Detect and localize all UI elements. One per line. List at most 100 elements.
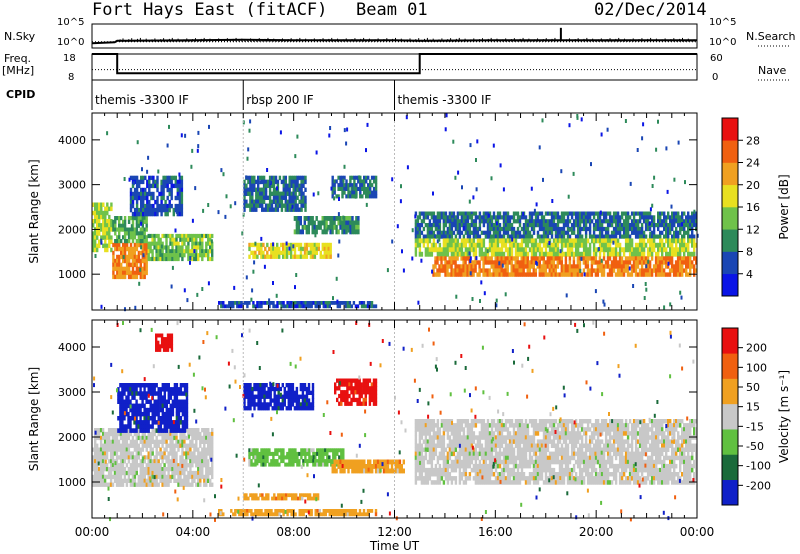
- data-cell: [664, 264, 668, 269]
- data-cell: [522, 256, 525, 261]
- speckle-cell: [606, 127, 609, 132]
- data-cell: [544, 260, 547, 265]
- data-cell: [166, 347, 170, 352]
- data-cell: [339, 179, 342, 184]
- data-cell: [105, 451, 109, 456]
- data-cell: [514, 238, 518, 244]
- data-cell: [486, 226, 490, 232]
- data-cell: [566, 264, 570, 269]
- data-cell: [462, 219, 466, 224]
- speckle-cell: [437, 225, 440, 230]
- data-cell: [502, 219, 506, 224]
- speckle-cell: [396, 224, 399, 229]
- data-cell: [693, 247, 696, 253]
- data-cell: [542, 219, 546, 224]
- data-cell: [568, 238, 572, 244]
- data-cell: [506, 230, 510, 235]
- data-cell: [173, 463, 176, 468]
- data-cell: [121, 463, 125, 468]
- data-cell: [454, 251, 458, 257]
- data-cell: [428, 247, 432, 253]
- data-cell: [600, 272, 604, 277]
- data-cell: [679, 238, 682, 244]
- data-cell: [149, 387, 152, 392]
- data-cell: [155, 455, 158, 460]
- data-cell: [462, 256, 465, 261]
- data-cell: [259, 191, 262, 196]
- data-cell: [687, 223, 690, 228]
- data-cell: [139, 447, 142, 452]
- data-cell: [149, 439, 152, 444]
- data-cell: [293, 254, 297, 259]
- data-cell: [211, 474, 214, 480]
- data-cell: [104, 223, 107, 228]
- data-cell: [125, 254, 129, 260]
- data-cell: [183, 241, 186, 246]
- data-cell: [143, 395, 146, 400]
- data-cell: [365, 190, 368, 195]
- data-cell: [446, 247, 450, 253]
- speckle-cell: [332, 296, 334, 301]
- data-cell: [117, 467, 121, 472]
- data-cell: [118, 227, 121, 232]
- data-cell: [606, 234, 610, 239]
- data-cell: [560, 256, 563, 261]
- data-cell: [344, 301, 348, 305]
- data-cell: [685, 256, 688, 261]
- data-cell: [614, 251, 618, 257]
- data-cell: [104, 243, 107, 249]
- speckle-cell: [194, 186, 197, 191]
- data-cell: [510, 256, 513, 261]
- data-cell: [201, 447, 204, 452]
- data-cell: [532, 219, 536, 224]
- data-cell: [143, 428, 146, 433]
- data-cell: [170, 344, 174, 349]
- data-cell: [299, 254, 303, 259]
- data-cell: [588, 247, 592, 253]
- data-cell: [163, 245, 166, 250]
- data-cell: [572, 256, 576, 261]
- speckle-cell: [183, 288, 186, 293]
- data-cell: [325, 246, 328, 252]
- data-cell: [372, 194, 376, 199]
- data-cell: [135, 219, 139, 224]
- data-cell: [304, 187, 307, 192]
- data-cell: [163, 233, 166, 239]
- data-cell: [211, 439, 214, 444]
- data-cell: [133, 235, 137, 240]
- data-cell: [588, 223, 592, 228]
- data-cell: [305, 242, 309, 248]
- data-cell: [315, 246, 318, 252]
- data-cell: [195, 428, 198, 433]
- data-cell: [175, 455, 178, 460]
- data-cell: [592, 242, 596, 248]
- data-cell: [151, 391, 154, 396]
- data-cell: [313, 224, 316, 230]
- data-cell: [185, 459, 188, 464]
- data-cell: [311, 242, 315, 248]
- data-cell: [626, 268, 630, 273]
- data-cell: [226, 304, 229, 309]
- data-cell: [157, 443, 160, 448]
- data-cell: [646, 238, 650, 244]
- data-cell: [127, 443, 131, 448]
- data-cell: [458, 264, 461, 269]
- data-cell: [311, 254, 315, 259]
- data-cell: [339, 183, 342, 188]
- data-cell: [118, 270, 121, 276]
- data-cell: [183, 249, 186, 254]
- data-cell: [369, 186, 372, 191]
- data-cell: [261, 203, 264, 208]
- data-cell: [464, 251, 468, 257]
- data-cell: [115, 443, 119, 448]
- data-cell: [203, 451, 206, 456]
- data-cell: [602, 215, 606, 220]
- data-cell: [506, 223, 510, 228]
- data-cell: [165, 387, 168, 392]
- data-cell: [143, 235, 146, 240]
- data-cell: [460, 251, 464, 257]
- data-cell: [165, 435, 168, 441]
- speckle-cell: [636, 148, 639, 152]
- data-cell: [131, 266, 135, 272]
- data-cell: [163, 463, 166, 468]
